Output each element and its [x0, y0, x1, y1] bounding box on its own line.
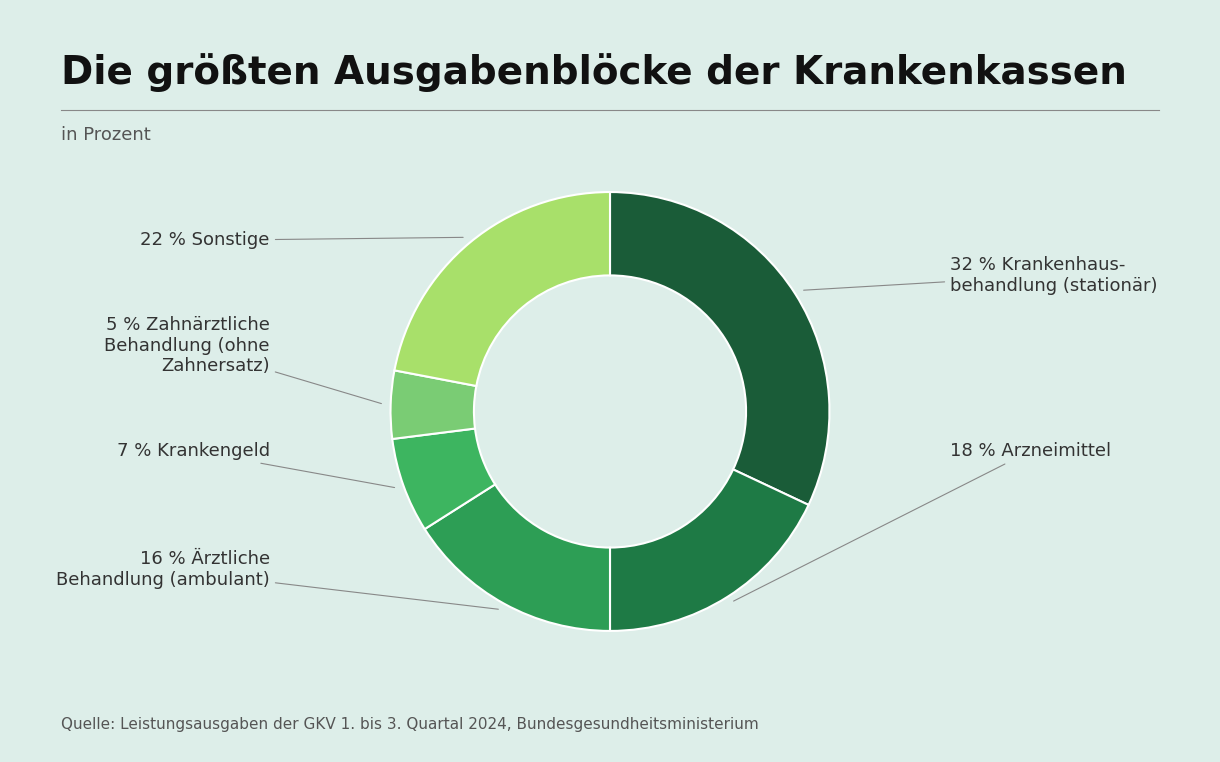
Wedge shape — [390, 370, 476, 439]
Text: 32 % Krankenhaus-
behandlung (stationär): 32 % Krankenhaus- behandlung (stationär) — [804, 256, 1158, 295]
Wedge shape — [610, 192, 830, 505]
Wedge shape — [393, 428, 495, 529]
Wedge shape — [394, 192, 610, 386]
Text: 22 % Sonstige: 22 % Sonstige — [140, 232, 464, 249]
Text: 16 % Ärztliche
Behandlung (ambulant): 16 % Ärztliche Behandlung (ambulant) — [56, 550, 498, 610]
Wedge shape — [610, 469, 809, 631]
Text: 7 % Krankengeld: 7 % Krankengeld — [117, 442, 394, 488]
Text: Die größten Ausgabenblöcke der Krankenkassen: Die größten Ausgabenblöcke der Krankenka… — [61, 53, 1127, 92]
Text: 18 % Arzneimittel: 18 % Arzneimittel — [733, 442, 1111, 601]
Text: in Prozent: in Prozent — [61, 126, 151, 144]
Text: 5 % Zahnärztliche
Behandlung (ohne
Zahnersatz): 5 % Zahnärztliche Behandlung (ohne Zahne… — [105, 315, 382, 404]
Wedge shape — [425, 485, 610, 631]
Text: Quelle: Leistungsausgaben der GKV 1. bis 3. Quartal 2024, Bundesgesundheitsminis: Quelle: Leistungsausgaben der GKV 1. bis… — [61, 716, 759, 732]
